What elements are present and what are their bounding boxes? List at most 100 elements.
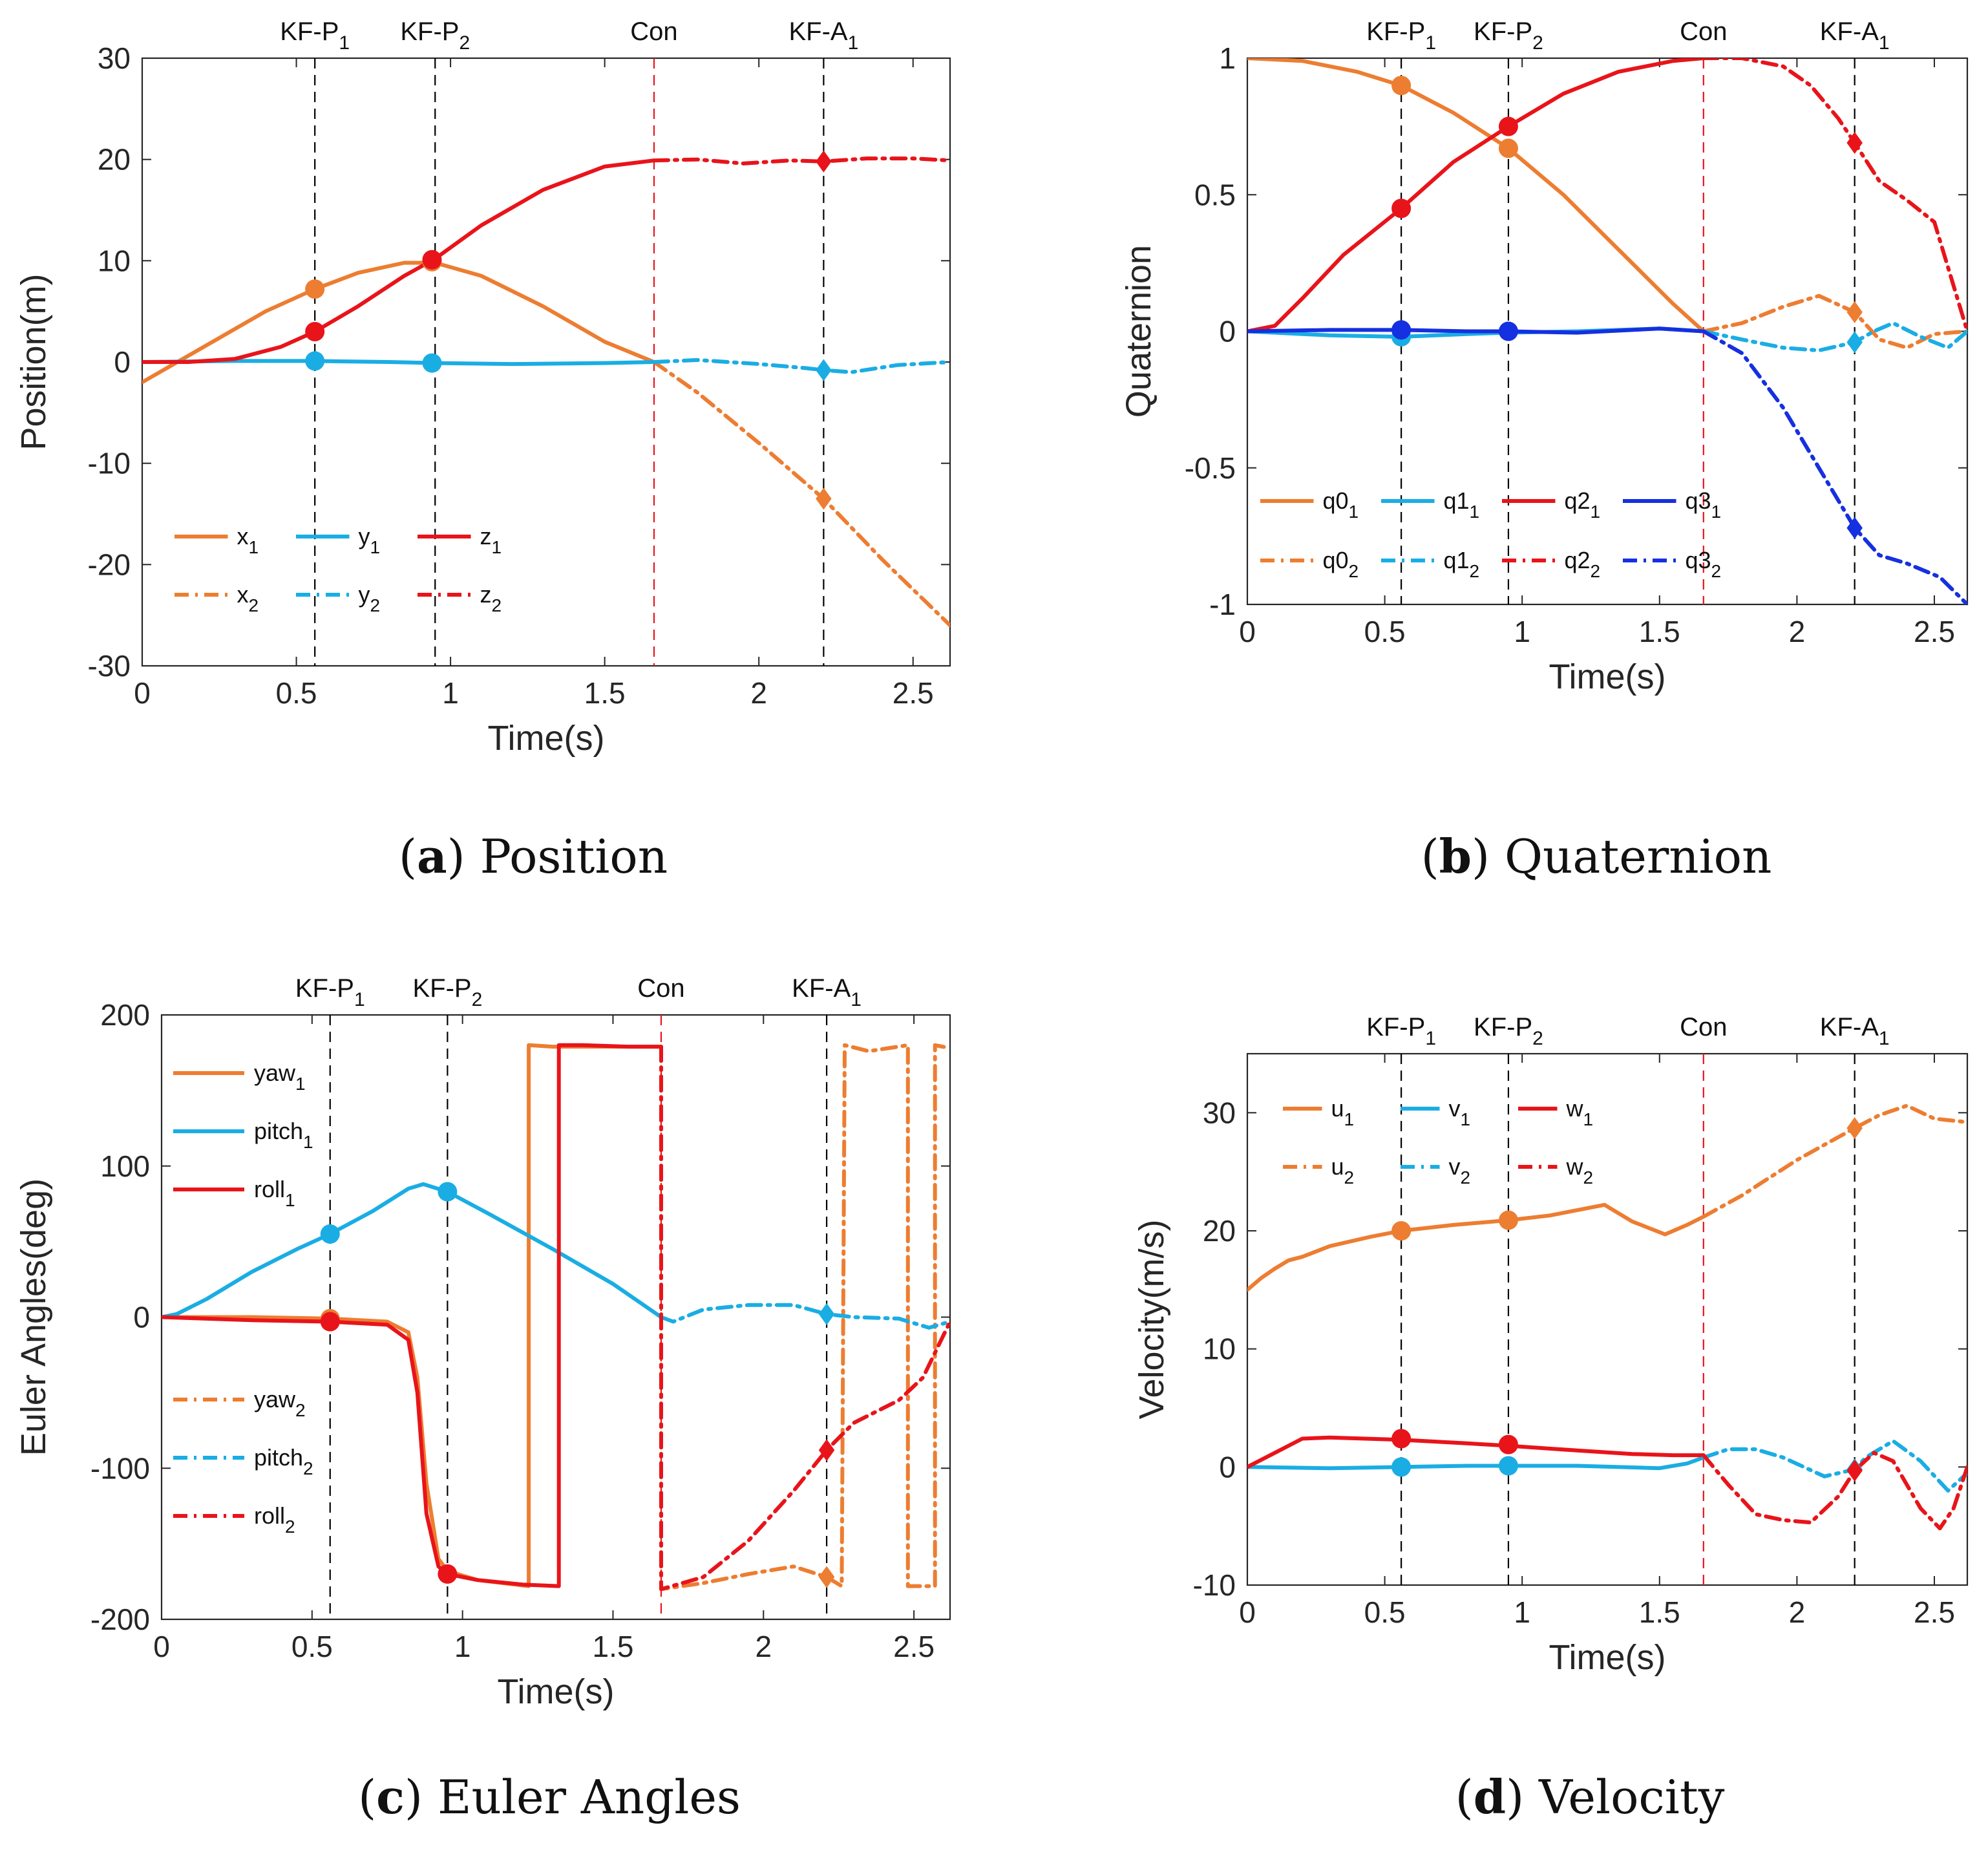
y-tick-label: 10 xyxy=(1203,1332,1236,1366)
x-tick-label: 1 xyxy=(454,1630,471,1663)
keyframe-marker xyxy=(1498,1434,1518,1454)
legend-label: yaw2 xyxy=(254,1386,306,1420)
x-axis-label: Time(s) xyxy=(498,1672,615,1711)
event-label: Con xyxy=(1680,1013,1727,1041)
keyframe-marker xyxy=(438,1564,458,1584)
x-tick-label: 0.5 xyxy=(291,1630,333,1663)
x-tick-label: 2 xyxy=(1789,1595,1806,1629)
y-tick-label: 30 xyxy=(1203,1096,1236,1129)
keyframe-marker xyxy=(305,351,325,371)
x-tick-label: 2.5 xyxy=(893,676,934,710)
y-tick-label: -10 xyxy=(1193,1568,1236,1602)
x-tick-label: 1 xyxy=(1514,1595,1530,1629)
y-tick-label: -1 xyxy=(1209,588,1236,621)
y-tick-label: -30 xyxy=(88,649,131,683)
event-label: Con xyxy=(1680,17,1727,46)
series-q0-1 xyxy=(1247,58,1706,334)
legend-label: roll2 xyxy=(254,1502,295,1537)
keyframe-marker xyxy=(818,1303,835,1325)
keyframe-marker xyxy=(816,150,832,173)
legend-label: v1 xyxy=(1449,1095,1471,1129)
series-roll-2 xyxy=(659,1045,950,1592)
y-tick-label: 0 xyxy=(114,345,131,379)
legend: q01 q11 q21 q31 q02 q12 q22 q32 xyxy=(1260,487,1721,581)
panel-a-position: 0 0.5 1 1.5 2 2.5 -30 -20 -10 0 10 20 30 Time(s) Posit… xyxy=(14,17,951,884)
legend-label: x2 xyxy=(237,581,259,615)
series-y-1 xyxy=(142,359,656,367)
event-label: KF-A1 xyxy=(792,974,862,1010)
x-tick-label: 2 xyxy=(756,1630,772,1663)
legend-label: u1 xyxy=(1331,1095,1355,1129)
panel-caption: (d) Velocity xyxy=(1455,1769,1725,1824)
event-label: KF-A1 xyxy=(1820,17,1890,54)
y-tick-label: 200 xyxy=(100,998,150,1032)
series-u-2 xyxy=(1701,1103,1967,1219)
keyframe-marker xyxy=(818,1439,835,1462)
legend-label: pitch2 xyxy=(254,1444,313,1478)
keyframe-marker xyxy=(1846,517,1863,539)
keyframe-marker xyxy=(1498,116,1518,136)
keyframe-marker xyxy=(1498,1210,1518,1230)
keyframe-marker xyxy=(1391,320,1412,340)
y-tick-label: 100 xyxy=(100,1149,150,1183)
y-tick-label: 0 xyxy=(133,1301,150,1334)
legend-label: yaw1 xyxy=(254,1060,306,1094)
event-label: Con xyxy=(630,17,677,46)
y-axis-label: Euler Angles(deg) xyxy=(14,1178,53,1456)
series-y-2 xyxy=(652,357,950,374)
y-tick-label: -100 xyxy=(90,1451,150,1485)
y-tick-label: -20 xyxy=(88,548,131,581)
legend: x1 y1 z1 x2 y2 z2 xyxy=(174,523,502,615)
keyframe-marker xyxy=(1846,331,1863,354)
event-label: Con xyxy=(637,974,684,1003)
event-label: KF-P2 xyxy=(412,974,482,1010)
legend-label: z2 xyxy=(480,581,502,615)
keyframe-marker xyxy=(1391,1221,1412,1241)
legend: u1 v1 w1 u2 v2 w2 xyxy=(1283,1095,1593,1188)
legend-label: pitch1 xyxy=(254,1118,313,1152)
event-label: KF-P2 xyxy=(1474,1013,1543,1049)
keyframe-marker xyxy=(1498,138,1518,158)
legend-label: q01 xyxy=(1323,487,1359,522)
x-tick-label: 1.5 xyxy=(584,676,626,710)
y-axis-label: Position(m) xyxy=(14,273,53,450)
legend-label: q12 xyxy=(1444,547,1480,581)
legend-label: w2 xyxy=(1566,1153,1594,1188)
event-label: KF-A1 xyxy=(788,17,858,54)
y-tick-label: 20 xyxy=(1203,1214,1236,1248)
x-tick-label: 1 xyxy=(1514,615,1530,648)
legend-label: q31 xyxy=(1686,487,1722,522)
keyframe-marker xyxy=(818,1566,835,1588)
legend-label: q21 xyxy=(1565,487,1601,522)
x-tick-label: 1 xyxy=(442,676,459,710)
event-label: KF-P1 xyxy=(1366,1013,1436,1049)
keyframe-marker xyxy=(320,1224,340,1244)
panel-b-quaternion: 0 0.5 1 1.5 2 2.5 -1 -0.5 0 0.5 1 Time(s) Quaternion… xyxy=(1119,17,1969,884)
x-tick-label: 2 xyxy=(750,676,767,710)
keyframe-marker xyxy=(1846,1117,1863,1140)
legend-label: q32 xyxy=(1686,547,1722,581)
x-tick-label: 0 xyxy=(1239,1595,1256,1629)
keyframe-marker xyxy=(1391,76,1412,96)
series-z-1 xyxy=(142,158,656,364)
series-u-1 xyxy=(1247,1202,1706,1292)
plot-area xyxy=(1246,1052,1969,1586)
event-label: KF-P2 xyxy=(400,17,470,54)
event-label: KF-A1 xyxy=(1820,1013,1890,1049)
y-tick-label: 20 xyxy=(98,143,131,176)
y-axis-label: Quaternion xyxy=(1119,245,1158,418)
x-tick-label: 0 xyxy=(153,1630,170,1663)
event-label: KF-P2 xyxy=(1474,17,1543,54)
x-tick-label: 0 xyxy=(1239,615,1256,648)
keyframe-marker xyxy=(1846,131,1863,154)
legend-label: w1 xyxy=(1566,1095,1594,1129)
panel-caption: (b) Quaternion xyxy=(1421,829,1772,884)
series-yaw-2 xyxy=(659,1043,950,1592)
series-group xyxy=(142,156,950,628)
y-tick-label: -10 xyxy=(88,447,131,480)
y-tick-label: -200 xyxy=(90,1603,150,1636)
x-tick-label: 1.5 xyxy=(1639,1595,1680,1629)
series-pitch-2 xyxy=(659,1303,950,1330)
legend-label: roll1 xyxy=(254,1176,295,1210)
